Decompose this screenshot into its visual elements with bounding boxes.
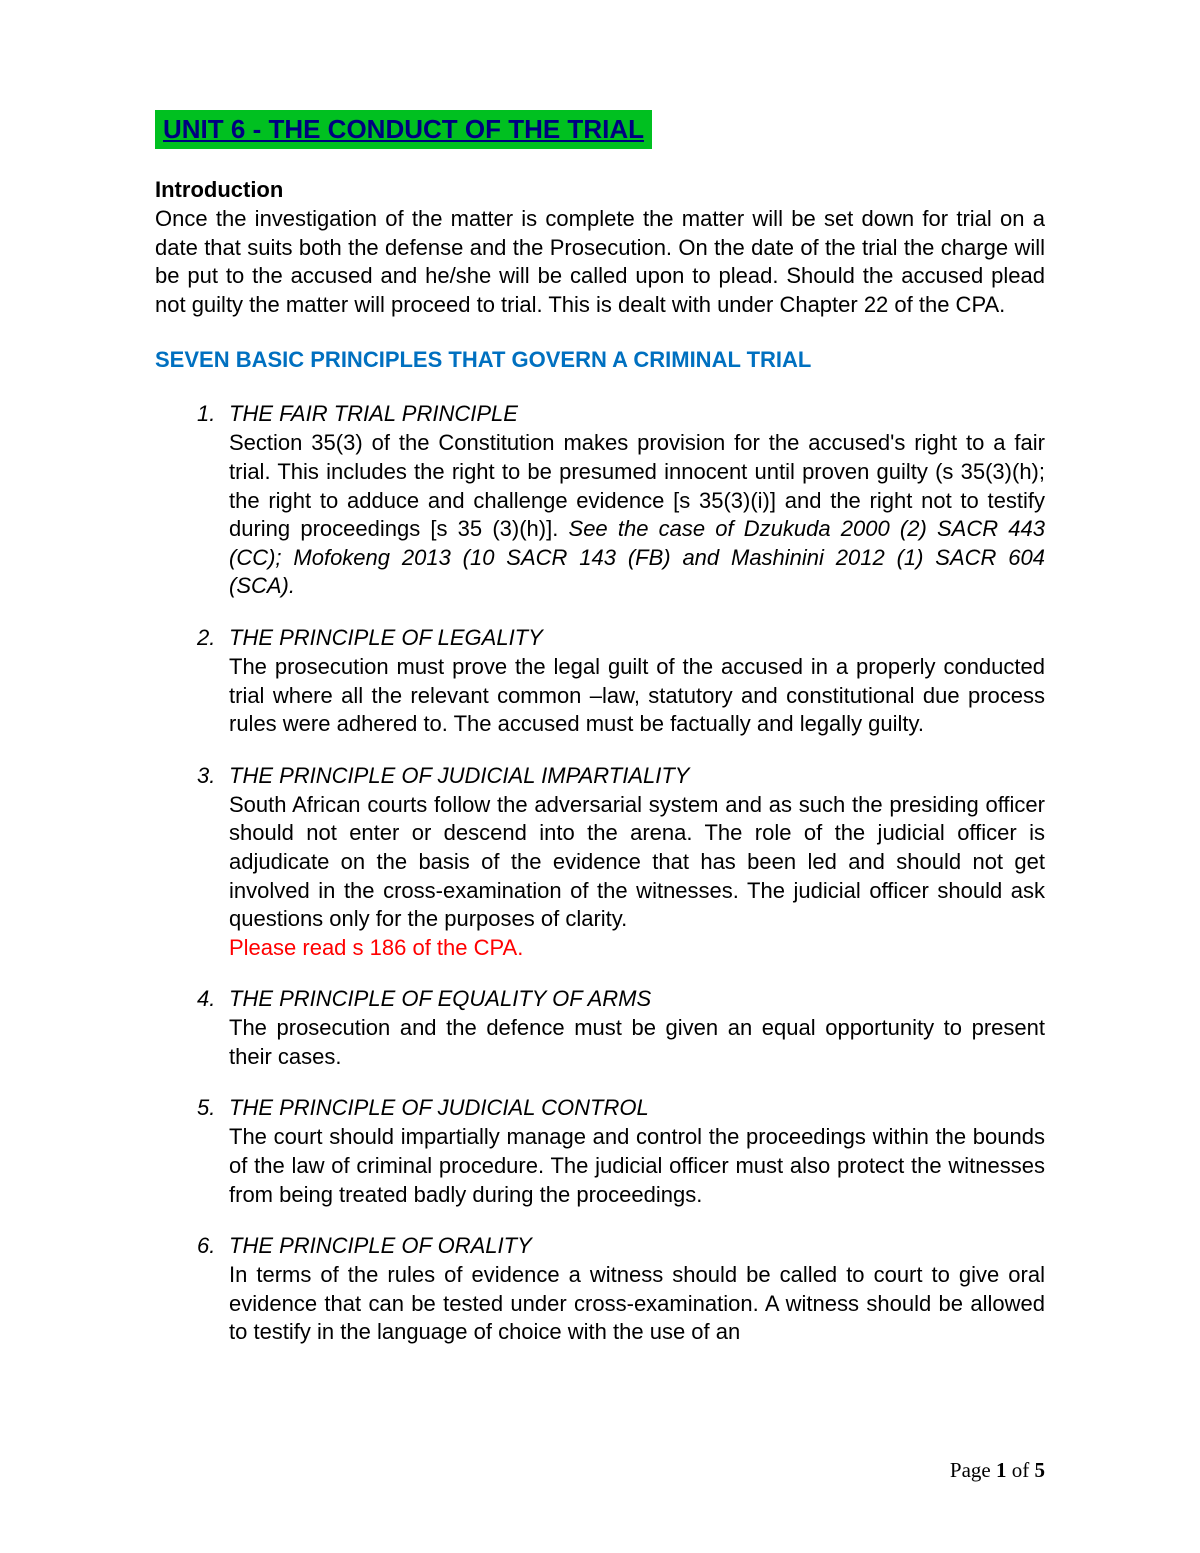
list-item: 1. THE FAIR TRIAL PRINCIPLE Section 35(3…	[197, 401, 1045, 601]
footer-prefix: Page	[950, 1458, 996, 1482]
item-number: 4.	[197, 986, 229, 1071]
list-item: 5. THE PRINCIPLE OF JUDICIAL CONTROL The…	[197, 1095, 1045, 1209]
list-item: 4. THE PRINCIPLE OF EQUALITY OF ARMS The…	[197, 986, 1045, 1071]
item-title: THE FAIR TRIAL PRINCIPLE	[229, 401, 1045, 427]
item-title: THE PRINCIPLE OF JUDICIAL CONTROL	[229, 1095, 1045, 1121]
item-title: THE PRINCIPLE OF JUDICIAL IMPARTIALITY	[229, 763, 1045, 789]
page-footer: Page 1 of 5	[950, 1458, 1045, 1483]
item-number: 1.	[197, 401, 229, 601]
list-item: 6. THE PRINCIPLE OF ORALITY In terms of …	[197, 1233, 1045, 1347]
intro-heading: Introduction	[155, 177, 1045, 203]
item-body: The prosecution and the defence must be …	[229, 1014, 1045, 1071]
footer-total: 5	[1035, 1458, 1046, 1482]
section-heading: SEVEN BASIC PRINCIPLES THAT GOVERN A CRI…	[155, 347, 1045, 373]
item-body: Section 35(3) of the Constitution makes …	[229, 429, 1045, 601]
item-number: 2.	[197, 625, 229, 739]
red-note: Please read s 186 of the CPA.	[229, 935, 523, 960]
list-item: 2. THE PRINCIPLE OF LEGALITY The prosecu…	[197, 625, 1045, 739]
item-number: 5.	[197, 1095, 229, 1209]
principles-list: 1. THE FAIR TRIAL PRINCIPLE Section 35(3…	[155, 401, 1045, 1347]
document-page: UNIT 6 - THE CONDUCT OF THE TRIAL Introd…	[0, 0, 1200, 1553]
item-number: 3.	[197, 763, 229, 963]
item-title: THE PRINCIPLE OF EQUALITY OF ARMS	[229, 986, 1045, 1012]
item-body: In terms of the rules of evidence a witn…	[229, 1261, 1045, 1347]
item-body: The court should impartially manage and …	[229, 1123, 1045, 1209]
list-item: 3. THE PRINCIPLE OF JUDICIAL IMPARTIALIT…	[197, 763, 1045, 963]
item-number: 6.	[197, 1233, 229, 1347]
unit-title: UNIT 6 - THE CONDUCT OF THE TRIAL	[155, 110, 652, 149]
intro-body: Once the investigation of the matter is …	[155, 205, 1045, 319]
item-title: THE PRINCIPLE OF ORALITY	[229, 1233, 1045, 1259]
item-title: THE PRINCIPLE OF LEGALITY	[229, 625, 1045, 651]
item-body: South African courts follow the adversar…	[229, 791, 1045, 963]
item-body: The prosecution must prove the legal gui…	[229, 653, 1045, 739]
footer-current: 1	[996, 1458, 1007, 1482]
footer-of: of	[1007, 1458, 1035, 1482]
